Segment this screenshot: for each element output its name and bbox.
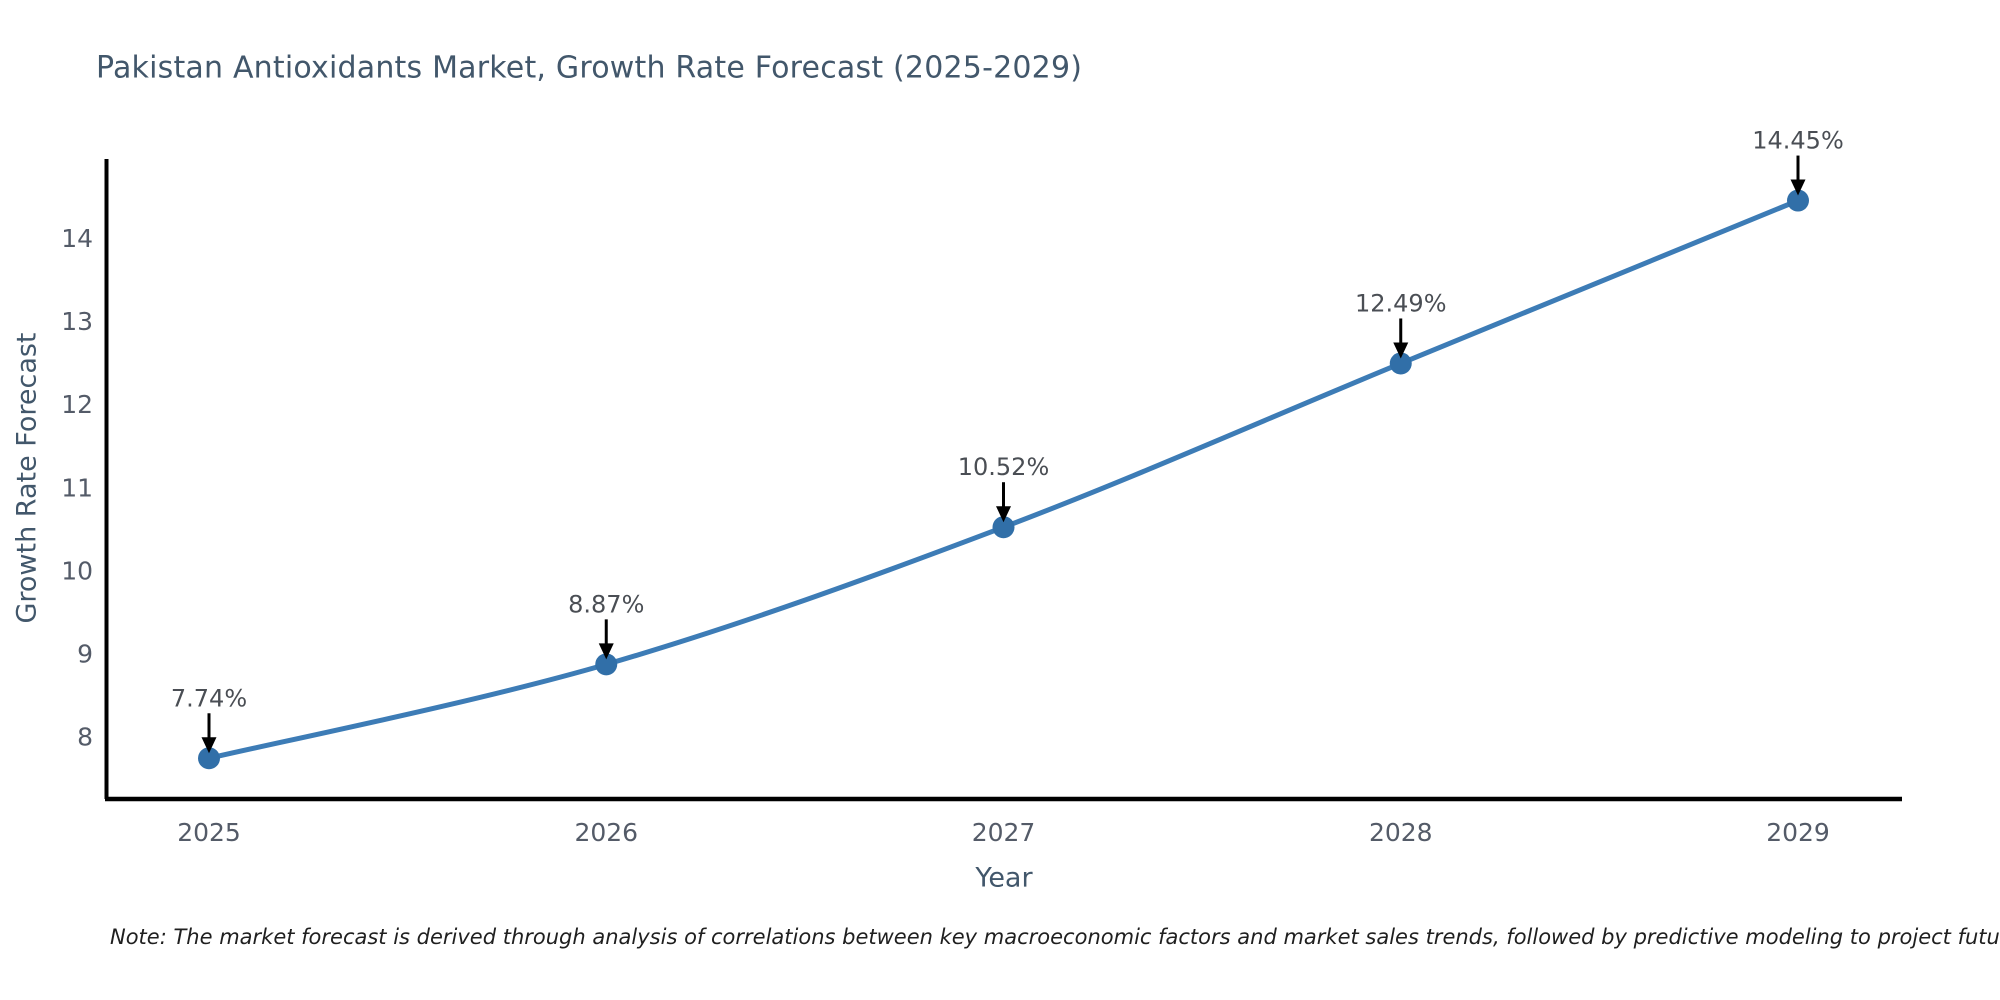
y-tick-label: 8 — [77, 723, 93, 752]
chart-footnote: Note: The market forecast is derived thr… — [110, 925, 2000, 949]
annotation-2025: 7.74% — [171, 684, 247, 754]
x-tick-label: 2025 — [177, 818, 241, 847]
annotation-2027: 10.52% — [958, 453, 1050, 523]
annotation-arrowhead-icon — [1790, 179, 1806, 196]
y-tick-label: 14 — [61, 224, 93, 253]
annotation-arrowhead-icon — [598, 643, 614, 660]
data-point-2027[interactable] — [992, 516, 1015, 539]
chart-title: Pakistan Antioxidants Market, Growth Rat… — [96, 50, 1083, 86]
x-tick-label: 2026 — [574, 818, 638, 847]
data-point-2028[interactable] — [1389, 352, 1412, 375]
x-tick-label: 2029 — [1766, 818, 1830, 847]
x-tick-label: 2028 — [1369, 818, 1433, 847]
y-tick-label: 10 — [61, 556, 93, 585]
annotation-2026: 8.87% — [568, 590, 644, 660]
annotation-label: 14.45% — [1752, 127, 1844, 155]
data-point-2025[interactable] — [198, 747, 220, 770]
y-tick-label: 9 — [77, 640, 93, 669]
x-axis-title: Year — [975, 862, 1033, 894]
y-tick-label: 12 — [61, 390, 93, 419]
annotation-2028: 12.49% — [1355, 289, 1447, 359]
data-point-2029[interactable] — [1787, 189, 1809, 212]
data-point-2026[interactable] — [595, 653, 618, 676]
annotation-label: 7.74% — [171, 684, 247, 712]
y-tick-label: 11 — [61, 473, 93, 502]
x-tick-label: 2027 — [972, 818, 1036, 847]
annotation-label: 10.52% — [958, 453, 1050, 481]
annotation-arrowhead-icon — [201, 737, 217, 754]
annotation-arrowhead-icon — [996, 506, 1011, 523]
annotation-2029: 14.45% — [1752, 127, 1844, 196]
annotation-label: 12.49% — [1355, 289, 1447, 317]
annotation-label: 8.87% — [568, 590, 644, 618]
y-tick-label: 13 — [61, 307, 93, 336]
annotation-arrowhead-icon — [1393, 342, 1409, 359]
